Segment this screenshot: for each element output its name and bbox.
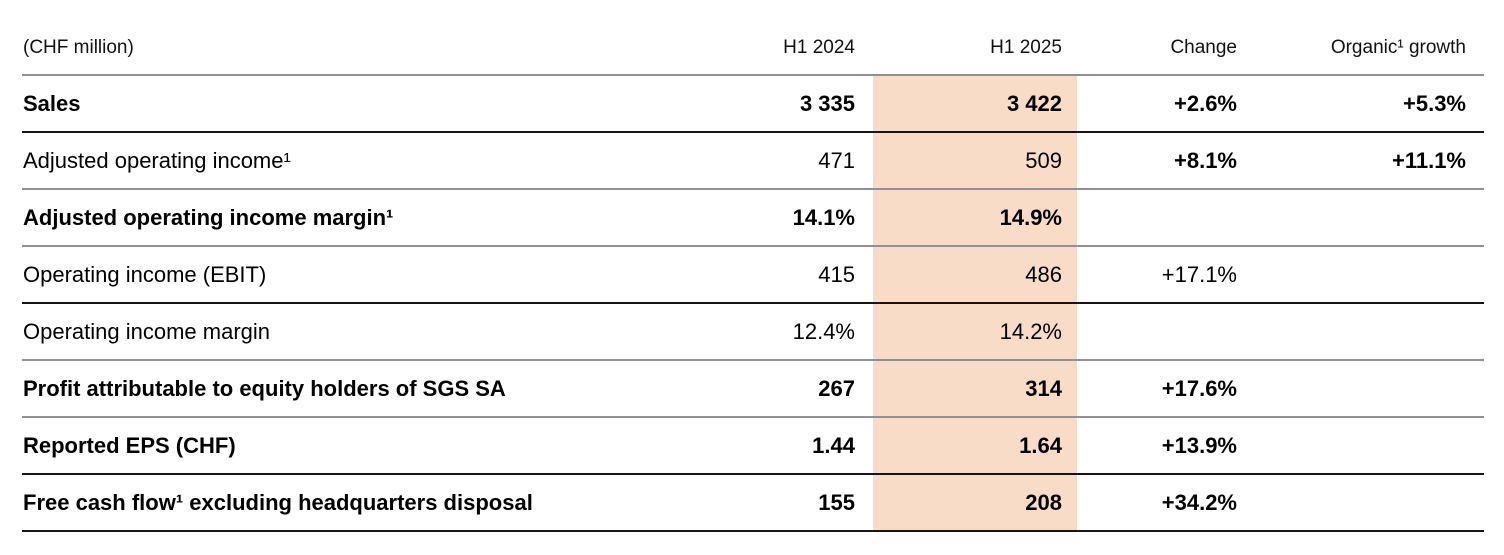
row-label: Free cash flow¹ excluding headquarters d… bbox=[23, 489, 533, 515]
h1-2024-value: 267 bbox=[818, 375, 855, 401]
change-value bbox=[1077, 190, 1237, 245]
table-header-row: (CHF million) H1 2024 H1 2025 Change Org… bbox=[22, 0, 1484, 76]
header-unit-label: (CHF million) bbox=[23, 37, 134, 58]
h1-2024-value: 14.1% bbox=[792, 204, 855, 230]
row-label: Adjusted operating income¹ bbox=[23, 147, 291, 173]
table-row-sales: Sales 3 335 3 422 +2.6% +5.3% bbox=[22, 76, 1484, 133]
h1-2025-value: 208 bbox=[873, 475, 1077, 530]
header-organic-growth: Organic¹ growth bbox=[1330, 37, 1466, 58]
table-row-profit-attributable: Profit attributable to equity holders of… bbox=[22, 361, 1484, 418]
h1-2025-value: 1.64 bbox=[873, 418, 1077, 473]
row-label: Operating income (EBIT) bbox=[23, 261, 267, 287]
change-value: +17.6% bbox=[1161, 375, 1237, 401]
row-label: Reported EPS (CHF) bbox=[23, 432, 236, 458]
row-label: Sales bbox=[23, 90, 81, 116]
h1-2025-value: 14.2% bbox=[873, 304, 1077, 359]
h1-2024-value: 415 bbox=[818, 261, 855, 287]
h1-2024-value: 471 bbox=[818, 147, 855, 173]
change-value: +17.1% bbox=[1161, 261, 1237, 287]
table-row-reported-eps: Reported EPS (CHF) 1.44 1.64 +13.9% bbox=[22, 418, 1484, 475]
h1-2024-value: 12.4% bbox=[792, 318, 855, 344]
h1-2025-value: 314 bbox=[873, 361, 1077, 416]
h1-2024-value: 155 bbox=[818, 489, 855, 515]
row-label: Profit attributable to equity holders of… bbox=[23, 375, 506, 401]
table-row-operating-income-margin: Operating income margin 12.4% 14.2% bbox=[22, 304, 1484, 361]
header-h1-2024: H1 2024 bbox=[783, 37, 855, 58]
h1-2025-value: 3 422 bbox=[873, 76, 1077, 131]
table-row-operating-income-ebit: Operating income (EBIT) 415 486 +17.1% bbox=[22, 247, 1484, 304]
h1-2025-value: 14.9% bbox=[873, 190, 1077, 245]
organic-growth-value: +11.1% bbox=[1391, 147, 1466, 173]
change-value: +8.1% bbox=[1174, 147, 1237, 173]
organic-growth-value bbox=[1237, 418, 1484, 473]
table-row-free-cash-flow: Free cash flow¹ excluding headquarters d… bbox=[22, 475, 1484, 532]
change-value: +34.2% bbox=[1161, 489, 1237, 515]
header-h1-2025: H1 2025 bbox=[990, 37, 1062, 58]
row-label: Operating income margin bbox=[23, 318, 271, 344]
change-value: +2.6% bbox=[1174, 90, 1237, 116]
h1-2024-value: 3 335 bbox=[799, 90, 855, 116]
financial-results-table: (CHF million) H1 2024 H1 2025 Change Org… bbox=[22, 0, 1484, 532]
table-row-adjusted-operating-income-margin: Adjusted operating income margin¹ 14.1% … bbox=[22, 190, 1484, 247]
h1-2025-value: 486 bbox=[873, 247, 1077, 302]
h1-2025-value: 509 bbox=[873, 133, 1077, 188]
change-value bbox=[1077, 304, 1237, 359]
change-value: +13.9% bbox=[1161, 432, 1237, 458]
header-change: Change bbox=[1170, 37, 1237, 58]
organic-growth-value bbox=[1237, 247, 1484, 302]
organic-growth-value bbox=[1237, 304, 1484, 359]
organic-growth-value bbox=[1237, 361, 1484, 416]
h1-2024-value: 1.44 bbox=[812, 432, 855, 458]
organic-growth-value bbox=[1237, 475, 1484, 530]
organic-growth-value: +5.3% bbox=[1403, 90, 1466, 116]
organic-growth-value bbox=[1237, 190, 1484, 245]
table-row-adjusted-operating-income: Adjusted operating income¹ 471 509 +8.1%… bbox=[22, 133, 1484, 190]
row-label: Adjusted operating income margin¹ bbox=[23, 204, 394, 230]
